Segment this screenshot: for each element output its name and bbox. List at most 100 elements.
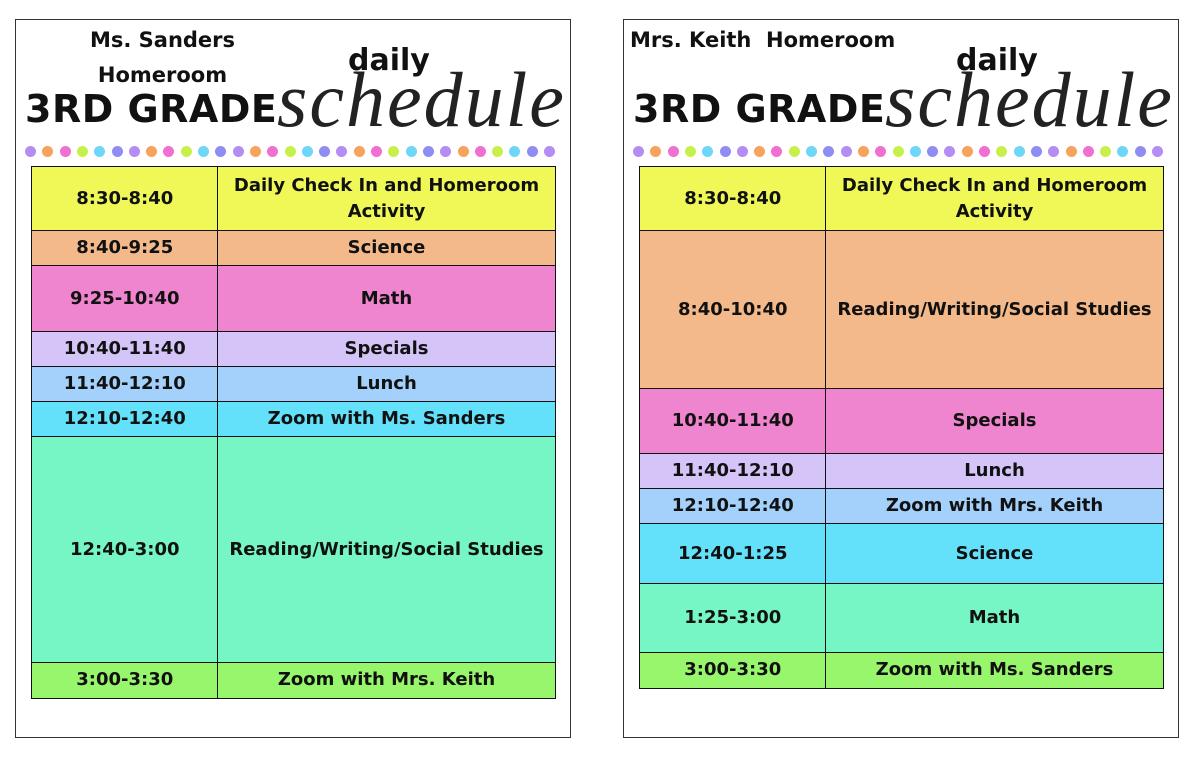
decor-dot (719, 146, 731, 157)
decor-dot (771, 146, 783, 157)
homeroom-title: Homeroom (97, 63, 228, 87)
decor-dot (1013, 146, 1025, 157)
decor-dot (111, 146, 123, 157)
daily-word: daily (348, 43, 430, 78)
activity-cell: Math (825, 583, 1164, 654)
decor-dot (961, 146, 973, 157)
activity-cell: Specials (217, 331, 556, 368)
decor-dot (1048, 146, 1060, 157)
decor-dot (1117, 146, 1129, 157)
activity-cell: Daily Check In and Homeroom Activity (217, 166, 556, 232)
decor-dot (927, 146, 939, 157)
decor-dot (405, 146, 417, 157)
time-cell: 11:40-12:10 (31, 366, 219, 403)
activity-cell: Science (825, 523, 1164, 585)
time-cell: 12:10-12:40 (31, 401, 219, 438)
time-cell: 11:40-12:10 (639, 453, 827, 490)
time-cell: 10:40-11:40 (31, 331, 219, 368)
decor-dot (544, 146, 555, 157)
decor-dot (371, 146, 382, 157)
decor-dot (1152, 146, 1163, 157)
homeroom-title: Mrs. Keith Homeroom (630, 28, 896, 52)
activity-cell: Math (217, 265, 556, 333)
decor-dot (979, 146, 990, 157)
time-cell: 12:40-3:00 (31, 436, 219, 664)
decor-dot (875, 146, 887, 157)
activity-cell: Specials (825, 388, 1164, 455)
decor-dot (1134, 146, 1146, 157)
decor-dot (892, 146, 904, 157)
decor-dot (840, 146, 852, 157)
activity-cell: Reading/Writing/Social Studies (825, 230, 1164, 390)
decor-dot (232, 146, 244, 157)
grade-title: 3RD GRADE (633, 87, 886, 131)
time-cell: 8:40-10:40 (639, 230, 827, 390)
decor-dot (146, 146, 158, 157)
decor-dot (422, 146, 434, 157)
activity-cell: Zoom with Ms. Sanders (217, 401, 556, 438)
time-cell: 12:40-1:25 (639, 523, 827, 585)
decor-dot (633, 146, 644, 157)
decor-dot (163, 146, 175, 157)
time-cell: 8:30-8:40 (31, 166, 219, 232)
decor-dot (509, 146, 521, 157)
decor-dot (198, 146, 209, 157)
decor-dot (388, 146, 400, 157)
decor-dot (684, 146, 696, 157)
time-cell: 8:40-9:25 (31, 230, 219, 267)
homeroom-title: Ms. Sanders (89, 28, 236, 52)
time-cell: 12:10-12:40 (639, 488, 827, 525)
decor-dot (284, 146, 296, 157)
decor-dot (94, 146, 106, 157)
decor-dot (1082, 146, 1094, 157)
time-cell: 9:25-10:40 (31, 265, 219, 333)
activity-cell: Zoom with Ms. Sanders (825, 652, 1164, 689)
time-cell: 8:30-8:40 (639, 166, 827, 232)
decor-dot (215, 146, 227, 157)
schedule-word: schedule (885, 56, 1174, 143)
decor-dot (440, 146, 452, 157)
activity-cell: Lunch (825, 453, 1164, 490)
decor-dot (754, 146, 766, 157)
activity-cell: Zoom with Mrs. Keith (217, 662, 556, 699)
decor-dot (650, 146, 662, 157)
decor-dot (736, 146, 748, 157)
decor-dot (319, 146, 331, 157)
time-cell: 3:00-3:30 (639, 652, 827, 689)
decor-dot (42, 146, 54, 157)
decor-dot (59, 146, 71, 157)
activity-cell: Zoom with Mrs. Keith (825, 488, 1164, 525)
decor-dot (25, 146, 36, 157)
decor-dot (492, 146, 504, 157)
decor-dot (667, 146, 679, 157)
decor-dot (1030, 146, 1042, 157)
decor-dot (944, 146, 956, 157)
decor-dot (301, 146, 313, 157)
time-cell: 3:00-3:30 (31, 662, 219, 699)
decor-dot (1100, 146, 1112, 157)
decor-dot (823, 146, 835, 157)
decor-dot (336, 146, 348, 157)
decor-dot (249, 146, 261, 157)
decor-dot (474, 146, 486, 157)
decor-dot (702, 146, 714, 157)
decor-dot (996, 146, 1008, 157)
time-cell: 10:40-11:40 (639, 388, 827, 455)
decor-dot (857, 146, 869, 157)
decor-dot (457, 146, 469, 157)
decor-dot (128, 146, 140, 157)
schedule-word: schedule (277, 56, 566, 143)
decor-dot (180, 146, 192, 157)
activity-cell: Daily Check In and Homeroom Activity (825, 166, 1164, 232)
decor-dot (806, 146, 817, 157)
grade-title: 3RD GRADE (25, 87, 278, 131)
decor-dot (909, 146, 921, 157)
daily-word: daily (956, 43, 1038, 78)
decor-dot (267, 146, 279, 157)
time-cell: 1:25-3:00 (639, 583, 827, 654)
decor-dot (76, 146, 88, 157)
activity-cell: Reading/Writing/Social Studies (217, 436, 556, 664)
decor-dot (1065, 146, 1077, 157)
decor-dot (353, 146, 365, 157)
